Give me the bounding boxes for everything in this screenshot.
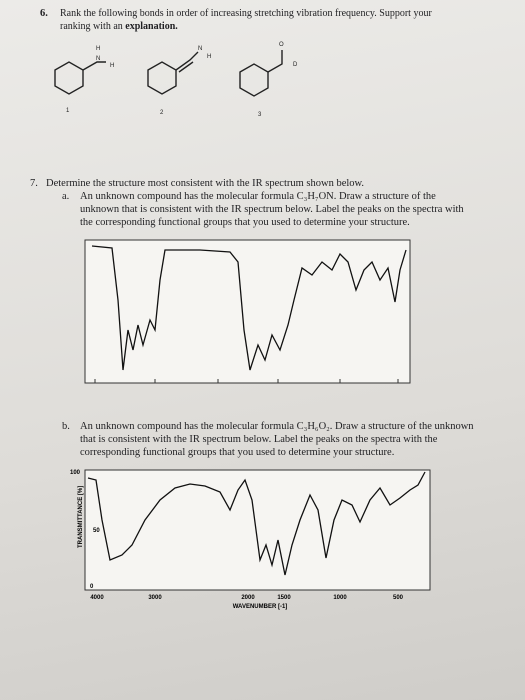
question-text: Rank the following bonds in order of inc… <box>60 8 432 19</box>
atom: H <box>110 63 114 69</box>
plot-frame <box>84 469 431 591</box>
spectrum-curve <box>87 471 426 576</box>
part-text: the corresponding functional groups that… <box>80 217 410 228</box>
bond <box>267 50 283 73</box>
bond <box>175 51 199 71</box>
molecules <box>54 50 283 97</box>
x-tick-label: 4000 <box>90 595 104 601</box>
question-number: 7. <box>30 178 38 189</box>
molecule-label: 3 <box>258 112 262 118</box>
y-tick-label: 0 <box>90 584 94 590</box>
x-tick-label: 2000 <box>241 595 255 601</box>
part-text: corresponding functional groups that you… <box>80 447 395 458</box>
x-tick-label: 3000 <box>148 595 162 601</box>
y-tick-label: 50 <box>93 528 100 534</box>
question-number: 6. <box>40 8 48 19</box>
atom: N <box>96 56 100 62</box>
part-text: unknown that is consistent with the IR s… <box>80 204 464 215</box>
atom: N <box>198 46 202 52</box>
atom: D <box>293 62 298 68</box>
spectrum-b: 100 50 0 TRANSMITTANCE [%] 4000 3000 200… <box>70 469 431 610</box>
cyclohexane-ring <box>239 63 269 97</box>
molecule-label: 2 <box>160 110 164 116</box>
question-text: ranking with an explanation. <box>60 21 178 32</box>
spectrum-curve <box>91 245 407 371</box>
x-tick-label: 1500 <box>277 595 291 601</box>
y-axis-label: TRANSMITTANCE [%] <box>78 486 84 548</box>
atom: H <box>207 54 211 60</box>
bond <box>82 61 106 71</box>
atom: O <box>279 42 284 48</box>
spectrum-a <box>84 239 411 384</box>
question-text: Determine the structure most consistent … <box>46 178 365 189</box>
plot-frame <box>84 239 411 384</box>
cyclohexane-ring <box>147 61 177 95</box>
atom: H <box>96 46 100 52</box>
part-text: An unknown compound has the molecular fo… <box>80 421 474 432</box>
part-letter: b. <box>62 421 70 432</box>
x-axis-label: WAVENUMBER [-1] <box>233 604 288 610</box>
cyclohexane-ring <box>54 61 84 95</box>
y-tick-label: 100 <box>70 470 81 476</box>
part-letter: a. <box>62 191 70 202</box>
bond <box>178 61 194 73</box>
part-text: An unknown compound has the molecular fo… <box>80 191 436 202</box>
part-text: that is consistent with the IR spectrum … <box>80 434 438 445</box>
text: ranking with an <box>60 21 123 32</box>
emphasis: explanation. <box>125 21 178 32</box>
x-tick-label: 1000 <box>333 595 347 601</box>
molecule-label: 1 <box>66 108 70 114</box>
x-tick-label: 500 <box>393 595 404 601</box>
